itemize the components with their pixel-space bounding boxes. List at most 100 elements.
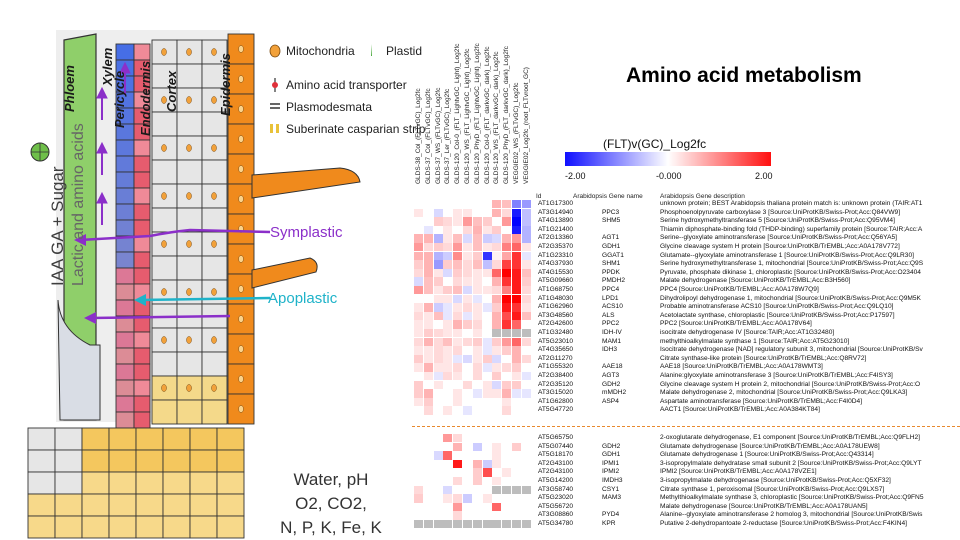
heatmap-cell — [414, 363, 423, 372]
heatmap-cell — [492, 442, 502, 451]
heatmap-cell — [443, 477, 453, 486]
heatmap-cell — [423, 294, 433, 303]
heatmap-cell — [492, 277, 502, 286]
heatmap-cell — [492, 380, 502, 389]
heatmap-cell — [512, 294, 521, 303]
gene-row: AT3G58740 CSY1 Citrate synthase 1, peroxis… — [538, 486, 960, 495]
pericycle-cell — [115, 411, 135, 429]
gene-description: Serine hydroxymethyltransferase 5 [Sourc… — [660, 217, 895, 225]
heatmap-cell — [472, 346, 482, 355]
heatmap-cell — [472, 397, 482, 407]
heatmap-cell — [521, 286, 531, 295]
heatmap-cell — [443, 337, 453, 346]
heatmap-cell — [453, 389, 463, 398]
gene-row: AT1G68750 PPC4 PPC4 [Source:UniProtKB/TrEM… — [538, 286, 960, 295]
heatmap-cell — [433, 251, 443, 260]
heatmap-cell — [443, 208, 453, 217]
heatmap-cell — [521, 372, 531, 381]
gene-id: AT2G35120 — [538, 380, 574, 388]
heatmap-cell — [502, 200, 512, 209]
gene-description: Citrate synthase-like protein [Source:Un… — [660, 354, 867, 362]
heatmap-cell — [512, 225, 521, 235]
gene-description: Malate dehydrogenase [Source:UniProtKB/T… — [660, 277, 851, 285]
root-tip-cell — [135, 493, 164, 517]
gene-description: Methylthioalkylmalate synthase 3, chloro… — [660, 494, 924, 502]
heatmap-cell — [521, 294, 531, 303]
heatmap-cell — [443, 442, 453, 451]
mitochondria-dot — [211, 96, 217, 104]
heatmap-cell — [453, 217, 463, 226]
heatmap-cell — [472, 485, 482, 494]
heatmap-cell — [482, 468, 492, 477]
gene-description: Aspartate aminotransferase [Source:UniPr… — [660, 397, 863, 405]
heatmap-cell — [453, 494, 463, 503]
root-hair-1 — [251, 167, 361, 199]
heatmap-cell — [463, 468, 472, 477]
heatmap-cell — [521, 277, 531, 286]
gene-id: AT5G23010 — [538, 337, 574, 345]
heatmap-cell — [463, 442, 472, 451]
mitochondria-dot — [186, 192, 192, 200]
heatmap-cell — [443, 502, 453, 512]
heatmap-cell — [433, 397, 443, 407]
root-tip-cell — [81, 493, 110, 517]
root-tip-cell — [108, 427, 137, 451]
heatmap-cell — [482, 442, 492, 451]
heatmap-cell — [414, 520, 423, 529]
heatmap-cell — [453, 234, 463, 243]
heatmap-cell — [512, 363, 521, 372]
heatmap-cell — [521, 311, 531, 321]
heatmap-cell — [463, 354, 472, 364]
heatmap-cell — [423, 225, 433, 235]
heatmap-cell — [433, 286, 443, 295]
root-tip-cell — [54, 427, 83, 451]
heatmap-cell — [472, 286, 482, 295]
cortex-cell — [201, 255, 228, 281]
heatmap-cell — [414, 389, 423, 398]
epidermis-label: Epidermis — [218, 53, 233, 116]
gene-id: AT4G35650 — [538, 346, 574, 354]
pericycle-cell — [115, 395, 135, 413]
gene-description: Acetolactate synthase, chloroplastic [So… — [660, 311, 895, 319]
heatmap-cell — [463, 329, 472, 338]
endodermis-cell — [133, 171, 151, 189]
legend-casparian: Suberinate casparian strip — [286, 122, 426, 136]
heatmap-cell — [472, 354, 482, 364]
environment-factors: Water, pH O2, CO2, N, P, K, Fe, K — [256, 468, 406, 540]
color-scale-bar — [565, 152, 771, 166]
heatmap-cell — [521, 234, 531, 243]
root-tip-cell — [54, 493, 83, 517]
gene-id: AT1G55320 — [538, 363, 574, 371]
gene-name: GDH1 — [602, 243, 621, 250]
heatmap-cell — [443, 451, 453, 460]
gene-id: AT5G18170 — [538, 451, 574, 459]
cortex-cell — [176, 399, 203, 425]
mitochondria-dot — [211, 192, 217, 200]
gene-name: CSY1 — [602, 485, 620, 493]
heatmap-cell — [472, 372, 482, 381]
heatmap-cell — [433, 243, 443, 252]
heatmap-cell — [472, 451, 482, 460]
heatmap-cell — [472, 389, 482, 398]
heatmap-cell — [443, 363, 453, 372]
heatmap-cell — [482, 217, 492, 226]
heatmap-cell — [423, 286, 433, 295]
heatmap-cell — [482, 311, 492, 321]
cortex-cell — [176, 111, 203, 137]
heatmap-cell — [443, 251, 453, 260]
heatmap-cell — [463, 363, 472, 372]
gene-row: AT2G35120 GDH2 Glycine cleavage system H p… — [538, 381, 960, 390]
heatmap-cell — [482, 397, 492, 407]
gene-row: AT1G62960 ACS10 Probable aminotransferase … — [538, 303, 960, 312]
gene-id: AT2G38400 — [538, 372, 574, 379]
column-header: GLDS-37_WS_(FLTvGC)_Log2fc — [434, 87, 442, 184]
gene-name: IPMI1 — [602, 459, 620, 467]
root-tip-cell — [216, 515, 245, 539]
heatmap-cell — [453, 442, 463, 451]
heatmap-cell — [512, 459, 521, 469]
heatmap-cell — [482, 372, 492, 381]
heatmap-cell — [502, 389, 512, 398]
heatmap-cell — [492, 294, 502, 303]
endodermis-label: Endodermis — [138, 60, 153, 136]
heatmap-cell — [502, 320, 512, 329]
